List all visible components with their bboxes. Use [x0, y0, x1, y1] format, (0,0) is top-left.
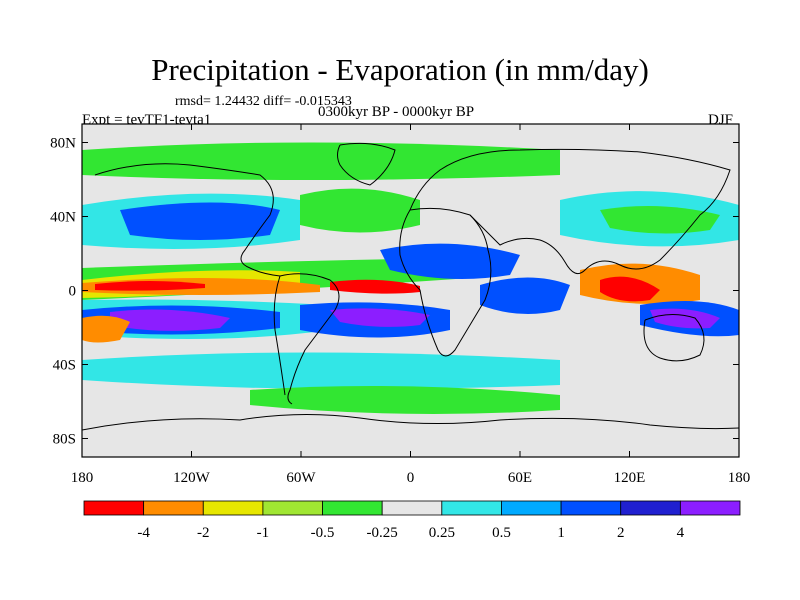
y-tick-label: 40S: [53, 358, 76, 374]
colorbar-label: 4: [677, 525, 685, 541]
colorbar-label: 2: [617, 525, 625, 541]
colorbar-swatch: [679, 500, 741, 516]
midlatitude-bands: [82, 142, 739, 414]
antarctica-coast: [82, 413, 739, 431]
y-tick-label: 80N: [50, 136, 76, 152]
colorbar-label: -4: [137, 525, 150, 541]
precip-evap-field: [82, 142, 739, 414]
positive-bands: [82, 258, 700, 304]
colorbar-label: -0.5: [311, 525, 335, 541]
y-tick-label: 40N: [50, 210, 76, 226]
x-tick-label: 180: [71, 470, 94, 486]
x-tick-label: 180: [728, 470, 751, 486]
greenland-coast: [337, 142, 396, 186]
y-tick-label: 80S: [53, 432, 76, 448]
colorbar-label: -0.25: [367, 525, 398, 541]
period-label: 0300kyr BP - 0000kyr BP: [318, 104, 475, 120]
colorbar-label: -2: [197, 525, 210, 541]
rmsd-diff-stats: rmsd= 1.24432 diff= -0.015343: [175, 94, 352, 109]
colorbar: -4 -2 -1 -0.5 -0.25 0.25 0.5 1 2 4: [83, 500, 741, 541]
colorbar-swatch: [620, 500, 681, 516]
eurasia-coast: [409, 148, 731, 275]
africa-coast: [399, 207, 492, 357]
x-tick-label: 0: [407, 470, 415, 486]
colorbar-swatch: [83, 500, 145, 516]
colorbar-swatch: [202, 500, 264, 516]
colorbar-label: 0.25: [429, 525, 455, 541]
colorbar-label: -1: [257, 525, 270, 541]
colorbar-swatch: [441, 500, 502, 516]
colorbar-swatch: [322, 500, 383, 516]
colorbar-swatch: [381, 500, 443, 516]
x-tick-label: 60W: [286, 470, 316, 486]
south-america-coast: [273, 273, 340, 405]
negative-bands: [82, 277, 739, 343]
axis-ticks: 80N 40N 0 40S 80S 180 120W 60W 0 60E 120E 180: [50, 124, 750, 486]
plot-title: Precipitation - Evaporation (in mm/day): [151, 52, 649, 87]
x-tick-label: 120W: [173, 470, 211, 486]
colorbar-swatch: [143, 500, 204, 516]
australia-coast: [643, 314, 705, 362]
colorbar-swatch: [501, 500, 562, 516]
colorbar-label: 0.5: [492, 525, 511, 541]
coastlines: [82, 142, 739, 431]
x-tick-label: 60E: [508, 470, 532, 486]
x-tick-label: 120E: [614, 470, 646, 486]
colorbar-label: 1: [557, 525, 565, 541]
colorbar-swatch: [560, 500, 622, 516]
north-america-coast: [94, 163, 281, 277]
y-tick-label: 0: [69, 284, 77, 300]
colorbar-swatch: [262, 500, 323, 516]
